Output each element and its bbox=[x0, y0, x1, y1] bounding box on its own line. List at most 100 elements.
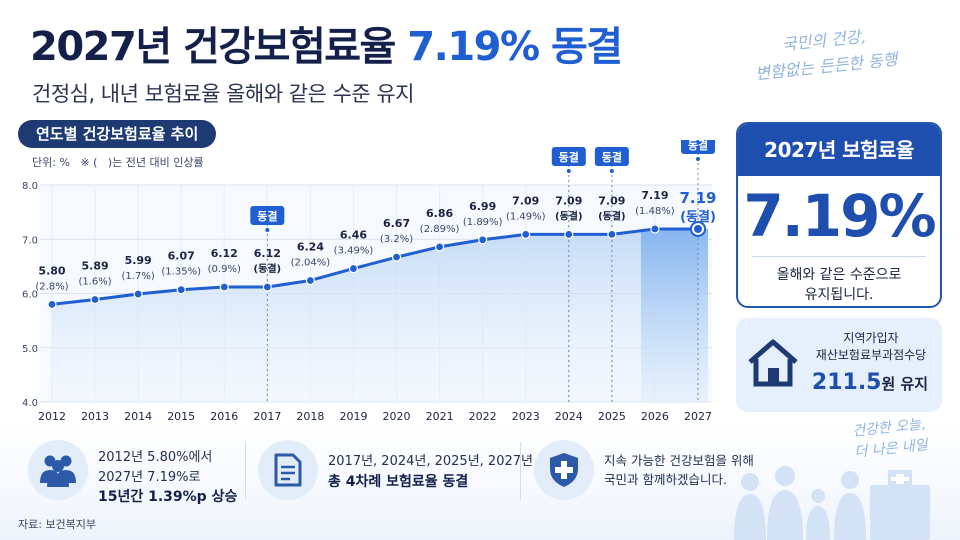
data-point bbox=[694, 224, 702, 233]
data-point bbox=[262, 282, 272, 292]
info-item-pledge: 지속 가능한 건강보험을 위해 국민과 함께하겠습니다. bbox=[534, 440, 774, 506]
x-tick-label: 2026 bbox=[641, 410, 669, 423]
x-tick-label: 2013 bbox=[81, 410, 109, 423]
data-value-label: 6.24 bbox=[297, 240, 324, 253]
source-note: 자료: 보건복지부 bbox=[18, 518, 97, 531]
info-growth-line1: 2012년 5.80%에서 bbox=[98, 450, 213, 465]
freeze-tag bbox=[250, 206, 285, 225]
x-tick-label: 2017 bbox=[253, 410, 281, 423]
data-point bbox=[650, 224, 660, 234]
x-tick-label: 2016 bbox=[210, 410, 238, 423]
data-value-label: 6.12 bbox=[211, 247, 238, 260]
divider bbox=[245, 442, 246, 500]
rate-card-value: 7.19% bbox=[743, 182, 936, 250]
info-item-growth: 2012년 5.80%에서 2027년 7.19%로 15년간 1.39%p 상… bbox=[28, 440, 238, 506]
freeze-tag-dot bbox=[566, 169, 571, 173]
data-change-label: (1.48%) bbox=[635, 206, 675, 217]
shield-cross-icon bbox=[534, 440, 594, 500]
divider bbox=[520, 442, 521, 500]
house-icon bbox=[748, 339, 798, 387]
x-tick-label: 2027 bbox=[684, 410, 712, 423]
y-tick-label: 8.0 bbox=[22, 181, 38, 192]
freeze-tag bbox=[594, 147, 629, 166]
data-value-label: 7.09 bbox=[512, 194, 539, 207]
page-subtitle: 건정심, 내년 보험료율 올해와 같은 수준 유지 bbox=[32, 82, 415, 106]
data-value-label: 7.09 bbox=[598, 194, 625, 207]
chart-section-label: 연도별 건강보험료율 추이 bbox=[18, 120, 217, 148]
title-highlight: 7.19% 동결 bbox=[407, 24, 623, 70]
x-tick-label: 2022 bbox=[469, 410, 497, 423]
data-value-label: 7.19 bbox=[641, 189, 668, 202]
freeze-tag-dot bbox=[696, 157, 700, 161]
info-pledge-text: 지속 가능한 건강보험을 위해 국민과 함께하겠습니다. bbox=[604, 452, 754, 490]
page-title: 2027년 건강보험료율 7.19% 동결 bbox=[30, 14, 623, 72]
freeze-tag-label: 동결 bbox=[257, 210, 277, 223]
data-point bbox=[391, 252, 402, 262]
x-tick-label: 2023 bbox=[512, 410, 540, 423]
data-value-label: 6.99 bbox=[469, 200, 496, 213]
property-card: 지역가입자 재산보험료부과점수당 211.5원 유지 bbox=[736, 318, 942, 412]
y-tick-label: 5.0 bbox=[22, 344, 38, 355]
data-change-label: (1.49%) bbox=[506, 211, 546, 222]
data-point bbox=[219, 282, 229, 292]
family-illustration bbox=[734, 466, 930, 540]
data-change-label: (동결) bbox=[680, 209, 716, 225]
info-freeze-line1: 2017년, 2024년, 2025년, 2027년 bbox=[328, 454, 533, 469]
rate-card-title: 2027년 보험료율 bbox=[738, 124, 940, 176]
data-value-label: 5.99 bbox=[125, 254, 152, 267]
document-icon bbox=[258, 440, 318, 500]
data-point bbox=[305, 275, 315, 286]
data-value-label: 6.12 bbox=[254, 247, 281, 260]
property-card-line1: 지역가입자 bbox=[843, 331, 899, 345]
unit-note: 단위: % ※ ( )는 전년 대비 인상률 bbox=[32, 156, 204, 169]
data-change-label: (3.49%) bbox=[334, 246, 374, 257]
rate-card-desc-line1: 올해와 같은 수준으로 bbox=[776, 267, 902, 283]
data-point bbox=[564, 229, 574, 239]
data-value-label: 7.09 bbox=[555, 194, 582, 207]
x-tick-label: 2025 bbox=[598, 410, 626, 423]
x-tick-label: 2018 bbox=[296, 410, 324, 423]
series-line bbox=[51, 227, 698, 306]
title-main: 2027년 건강보험료율 bbox=[30, 24, 396, 70]
data-change-label: (2.8%) bbox=[35, 281, 68, 292]
x-tick-label: 2021 bbox=[426, 410, 454, 423]
data-point bbox=[348, 263, 359, 274]
highlight-band bbox=[640, 228, 708, 402]
freeze-tag-dot bbox=[265, 228, 270, 232]
property-card-label: 지역가입자 재산보험료부과점수당 bbox=[806, 330, 936, 364]
data-point bbox=[90, 294, 100, 305]
x-tick-label: 2024 bbox=[555, 410, 583, 423]
x-tick-label: 2015 bbox=[167, 410, 195, 423]
data-change-label: (2.04%) bbox=[291, 257, 331, 268]
freeze-tag-label: 동결 bbox=[602, 151, 622, 164]
property-value-suffix: 원 유지 bbox=[881, 375, 929, 393]
freeze-tag-label: 동결 bbox=[559, 151, 579, 164]
info-growth-line3: 15년간 1.39%p 상승 bbox=[98, 489, 238, 505]
data-point bbox=[435, 242, 445, 252]
info-freeze-line2: 총 4차례 보험료율 동결 bbox=[328, 473, 469, 490]
data-value-label: 5.89 bbox=[81, 259, 108, 272]
x-tick-label: 2020 bbox=[383, 410, 411, 423]
data-change-label: (동결) bbox=[555, 209, 583, 222]
data-point bbox=[176, 285, 186, 295]
data-value-label: 6.46 bbox=[340, 229, 367, 242]
data-change-label: (동결) bbox=[254, 262, 282, 275]
x-tick-label: 2012 bbox=[38, 410, 66, 423]
info-growth-text: 2012년 5.80%에서 2027년 7.19%로 15년간 1.39%p 상… bbox=[98, 448, 237, 508]
data-point bbox=[521, 229, 531, 239]
data-change-label: (1.89%) bbox=[463, 217, 503, 228]
data-change-label: (0.9%) bbox=[208, 264, 241, 275]
rate-card-desc: 올해와 같은 수준으로 유지됩니다. bbox=[738, 265, 940, 306]
info-growth-line2: 2027년 7.19%로 bbox=[98, 469, 201, 485]
info-item-freeze: 2017년, 2024년, 2025년, 2027년 총 4차례 보험료율 동결 bbox=[258, 440, 533, 506]
freeze-tag-dot bbox=[609, 169, 614, 173]
info-pledge-line2: 국민과 함께하겠습니다. bbox=[604, 471, 727, 487]
data-change-label: (1.6%) bbox=[78, 276, 111, 287]
people-icon bbox=[28, 440, 88, 500]
y-tick-label: 7.0 bbox=[22, 235, 38, 246]
data-value-label: 6.86 bbox=[426, 207, 453, 220]
info-freeze-text: 2017년, 2024년, 2025년, 2027년 총 4차례 보험료율 동결 bbox=[328, 452, 533, 493]
data-point bbox=[133, 289, 143, 299]
x-tick-label: 2014 bbox=[124, 410, 152, 423]
